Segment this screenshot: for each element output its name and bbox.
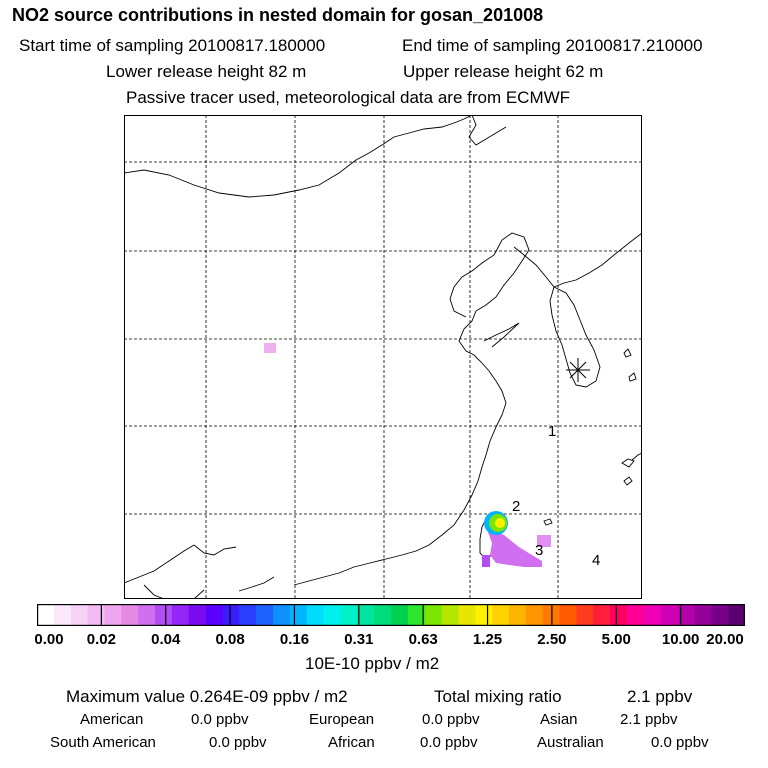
colorbar-units: 10E-10 ppbv / m2: [305, 654, 440, 673]
colorbar-cell: [525, 604, 544, 626]
coastlines: [124, 115, 642, 599]
region-american-name: American: [80, 711, 144, 728]
colorbar-cell: [87, 604, 105, 626]
plot-title: NO2 source contributions in nested domai…: [12, 5, 544, 25]
colorbar-tick-label: 0.63: [408, 631, 438, 648]
colorbar-tick-label: 0.02: [86, 631, 116, 648]
colorbar-cell: [171, 604, 190, 626]
colorbar-cell: [391, 604, 409, 626]
colorbar-cell: [424, 604, 442, 626]
region-asian-value: 2.1 ppbv: [620, 711, 678, 728]
colorbar-cell: [694, 604, 712, 626]
colorbar-cell: [239, 604, 257, 626]
marker-1: 1: [548, 423, 556, 440]
plume-cell: [482, 555, 490, 567]
plume-cell: [537, 535, 551, 547]
lower-release-height: Lower release height 82 m: [106, 62, 307, 81]
colorbar-cell: [37, 604, 55, 626]
plume-cell: [264, 343, 276, 353]
colorbar-cell: [475, 604, 493, 626]
colorbar-cell: [610, 604, 628, 626]
total-mixing-ratio-label: Total mixing ratio: [434, 687, 562, 706]
map-panel: 1 2 3 4: [124, 115, 642, 599]
colorbar-cell: [509, 604, 527, 626]
end-time-label: End time of sampling 20100817.210000: [402, 36, 703, 55]
colorbar-cell: [323, 604, 341, 626]
colorbar-cell: [104, 604, 122, 626]
colorbar-cell: [660, 604, 678, 626]
colorbar-cell: [138, 604, 156, 626]
colorbar-tick-label: 10.00: [661, 631, 700, 648]
colorbar-cell: [407, 604, 426, 626]
upper-release-height: Upper release height 62 m: [403, 62, 604, 81]
colorbar-cell: [273, 604, 291, 626]
plume-cell: [486, 527, 542, 567]
colorbar-cell: [643, 604, 662, 626]
map-frame: [124, 115, 642, 599]
region-american-value: 0.0 ppbv: [191, 711, 249, 728]
colorbar-cell: [188, 604, 206, 626]
colorbar-cell: [627, 604, 645, 626]
region-african-value: 0.0 ppbv: [420, 734, 478, 751]
colorbar-cell: [559, 604, 577, 626]
tracer-note: Passive tracer used, meteorological data…: [126, 88, 571, 107]
colorbar-cell: [256, 604, 274, 626]
colorbar-cell: [576, 604, 594, 626]
colorbar-cell: [205, 604, 223, 626]
colorbar-tick-label: 0.31: [344, 631, 374, 648]
colorbar-cell: [121, 604, 139, 626]
colorbar-cell: [222, 604, 240, 626]
colorbar-cell: [70, 604, 88, 626]
colorbar-cell: [53, 604, 72, 626]
colorbar-cell: [593, 604, 611, 626]
colorbar: [37, 604, 745, 626]
concentration-plume: [264, 343, 551, 567]
colorbar-cell: [458, 604, 476, 626]
region-markers: 1 2 3 4: [512, 423, 600, 569]
colorbar-cell: [357, 604, 375, 626]
region-european-value: 0.0 ppbv: [422, 711, 480, 728]
colorbar-tick-label: 2.50: [537, 631, 567, 648]
colorbar-cell: [289, 604, 308, 626]
total-mixing-ratio-value: 2.1 ppbv: [627, 687, 693, 706]
colorbar-cell: [492, 604, 510, 626]
start-time-label: Start time of sampling 20100817.180000: [19, 36, 326, 55]
colorbar-cell: [728, 604, 745, 626]
plume-cell: [495, 518, 505, 528]
colorbar-tick-label: 20.00: [706, 631, 744, 648]
marker-2: 2: [512, 498, 520, 515]
maximum-value: Maximum value 0.264E-09 ppbv / m2: [66, 687, 348, 706]
graticule: [124, 115, 642, 599]
region-australian-value: 0.0 ppbv: [651, 734, 709, 751]
colorbar-cell: [340, 604, 358, 626]
region-south-american-value: 0.0 ppbv: [209, 734, 267, 751]
colorbar-cell: [542, 604, 560, 626]
marker-3: 3: [535, 542, 543, 559]
region-south-american-name: South American: [50, 734, 156, 751]
colorbar-cell: [677, 604, 695, 626]
region-african-name: African: [328, 734, 375, 751]
colorbar-tick-label: 0.16: [279, 631, 310, 648]
colorbar-cell: [374, 604, 392, 626]
colorbar-cell: [306, 604, 324, 626]
receptor-star-icon: [566, 358, 590, 382]
colorbar-tick-label: 0.08: [215, 631, 245, 648]
colorbar-tick-label: 0.04: [151, 631, 181, 648]
marker-4: 4: [592, 552, 600, 569]
colorbar-cell: [711, 604, 729, 626]
colorbar-tick-label: 1.25: [472, 631, 503, 648]
region-european-name: European: [309, 711, 375, 728]
colorbar-tick-label: 0.00: [34, 631, 64, 648]
region-asian-name: Asian: [540, 711, 578, 728]
colorbar-cell: [441, 604, 459, 626]
colorbar-tick-label: 5.00: [601, 631, 631, 648]
region-australian-name: Australian: [537, 734, 604, 751]
colorbar-cell: [155, 604, 173, 626]
